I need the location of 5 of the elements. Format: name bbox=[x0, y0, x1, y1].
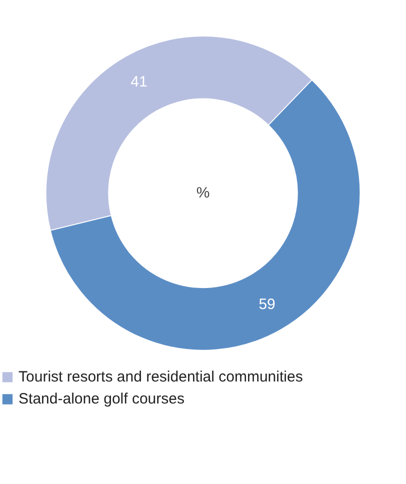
legend-label: Stand-alone golf courses bbox=[18, 390, 184, 408]
data-label: 59 bbox=[258, 296, 276, 313]
text: % bbox=[196, 184, 210, 202]
legend-label: Tourist resorts and residential communities bbox=[18, 368, 303, 386]
data-label: 41 bbox=[130, 73, 148, 90]
